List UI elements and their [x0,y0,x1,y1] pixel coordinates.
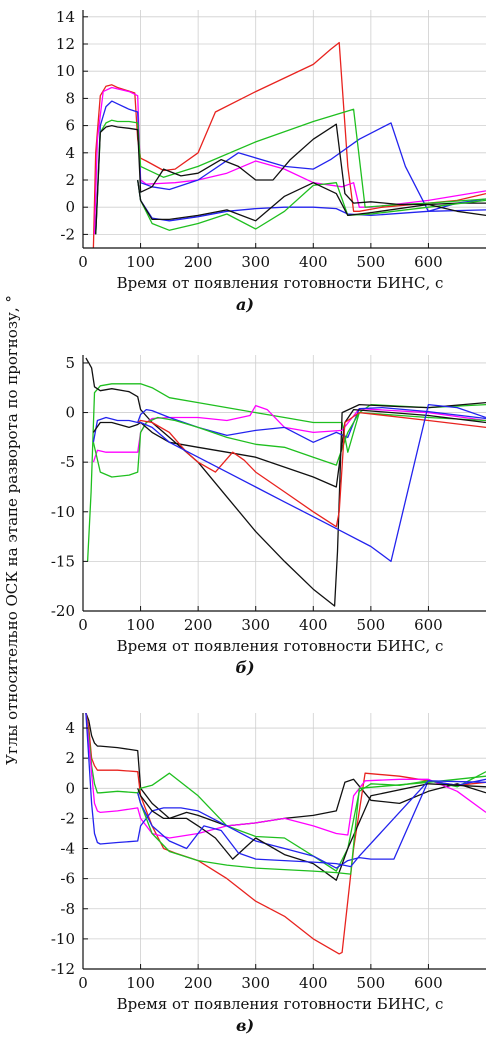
series-line [95,100,486,235]
x-tick-label: 500 [357,253,386,271]
series-line [137,179,486,231]
x-tick-label: 100 [126,253,155,271]
series-line [137,780,486,868]
series-line [93,86,486,235]
y-tick-label: -4 [60,840,75,858]
x-tick-label: 400 [299,253,328,271]
series-line [95,108,486,235]
y-tick-label: 8 [65,89,75,107]
y-axis-label: Углы относительно ОСК на этапе разворота… [3,295,21,765]
series-line [95,123,486,235]
x-axis-label: Время от появления готовности БИНС, с [117,637,444,655]
y-tick-label: -12 [51,960,75,978]
y-tick-label: 2 [65,171,75,189]
series-line [85,713,486,955]
y-tick-label: 14 [56,8,75,26]
y-tick-label: 0 [65,198,75,216]
x-tick-label: 500 [357,616,386,634]
x-tick-label: 600 [414,974,443,992]
x-tick-label: 500 [357,974,386,992]
series-line [92,408,486,488]
series-line [137,783,486,881]
series-line [137,179,486,222]
panel-label: б) [235,658,254,677]
panel-label: а) [236,295,254,314]
series-line [85,713,486,839]
x-axis-label: Время от появления готовности БИНС, с [117,274,444,292]
x-tick-label: 300 [241,616,270,634]
y-tick-label: 10 [56,62,75,80]
series-line [85,713,486,869]
panel-label: в) [236,1016,254,1035]
x-tick-label: 600 [414,253,443,271]
series-group [85,357,486,607]
x-axis-label: Время от появления готовности БИНС, с [117,995,444,1013]
y-tick-label: -2 [60,809,75,827]
series-line [137,411,486,528]
y-tick-label: -10 [51,503,75,521]
x-tick-label: 300 [241,253,270,271]
y-tick-label: 5 [65,354,75,372]
x-tick-label: 400 [299,616,328,634]
y-tick-label: -6 [60,870,75,888]
y-tick-label: -15 [51,552,75,570]
series-line [92,41,486,248]
x-tick-label: 200 [184,253,213,271]
y-tick-label: -2 [60,225,75,243]
y-tick-label: -8 [60,900,75,918]
x-tick-label: 300 [241,974,270,992]
x-tick-label: 100 [126,974,155,992]
y-tick-label: -10 [51,930,75,948]
series-group [92,41,486,248]
series-line [85,713,486,827]
x-tick-label: 200 [184,974,213,992]
y-tick-label: -5 [60,453,75,471]
x-tick-label: 200 [184,616,213,634]
series-line [137,403,486,563]
series-line [92,404,486,463]
series-group [85,713,486,955]
series-line [85,713,486,872]
y-tick-label: 4 [65,144,75,162]
y-tick-label: 12 [56,35,75,53]
series-line [86,383,486,562]
x-tick-label: 0 [78,974,88,992]
y-tick-label: 0 [65,404,75,422]
series-line [85,357,486,607]
y-tick-label: 4 [65,719,75,737]
y-tick-label: 0 [65,779,75,797]
x-tick-label: 600 [414,616,443,634]
x-tick-label: 400 [299,974,328,992]
x-tick-label: 100 [126,616,155,634]
y-tick-label: 2 [65,749,75,767]
y-tick-label: 6 [65,117,75,135]
x-tick-label: 0 [78,616,88,634]
series-line [92,411,486,478]
series-line [137,775,486,875]
x-tick-label: 0 [78,253,88,271]
y-tick-label: -20 [51,602,75,620]
panel-3: -12 -10 -8 -6 -4 -2 0 2 4 0 100 200 300 400 500 600 Врем… [51,713,486,1035]
